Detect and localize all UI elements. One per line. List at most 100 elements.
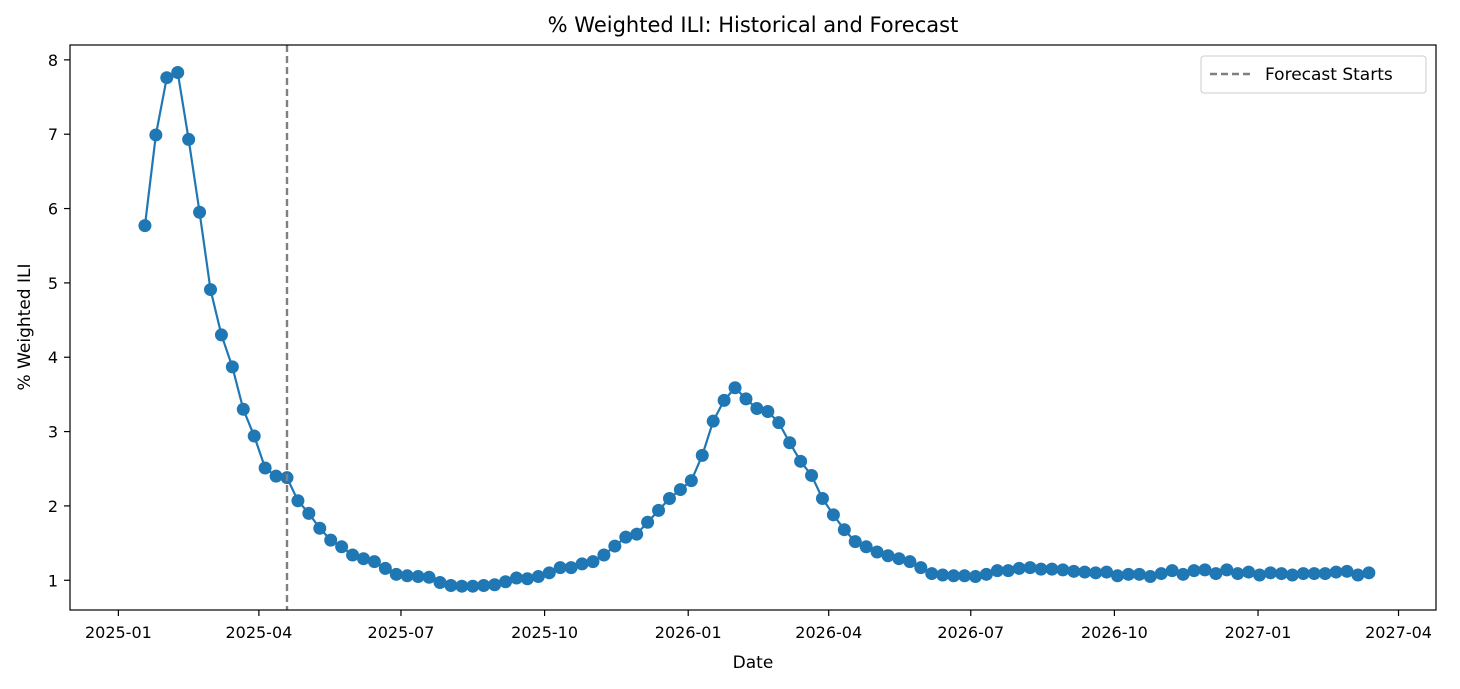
data-point bbox=[739, 392, 753, 406]
x-tick-label: 2025-04 bbox=[225, 623, 292, 642]
data-point bbox=[553, 561, 567, 575]
data-point bbox=[586, 555, 600, 569]
x-axis-label: Date bbox=[733, 653, 774, 673]
data-point bbox=[335, 540, 349, 554]
data-point bbox=[1056, 563, 1070, 577]
data-point bbox=[1121, 567, 1135, 581]
y-tick-label: 8 bbox=[48, 51, 58, 70]
data-point bbox=[138, 219, 152, 233]
data-point bbox=[1143, 570, 1157, 584]
data-point bbox=[367, 555, 381, 569]
data-point bbox=[706, 414, 720, 428]
data-point bbox=[225, 360, 239, 374]
data-point bbox=[400, 569, 414, 583]
y-axis-label: % Weighted ILI bbox=[15, 264, 35, 391]
data-point bbox=[652, 503, 666, 517]
data-point bbox=[684, 474, 698, 488]
data-point bbox=[520, 572, 534, 586]
data-point bbox=[1078, 565, 1092, 579]
legend-forecast-label: Forecast Starts bbox=[1265, 65, 1393, 85]
data-point bbox=[1307, 567, 1321, 581]
data-point bbox=[815, 491, 829, 505]
data-point bbox=[455, 579, 469, 593]
data-point bbox=[531, 570, 545, 584]
data-point bbox=[1176, 567, 1190, 581]
data-point bbox=[892, 552, 906, 566]
data-point bbox=[1220, 563, 1234, 577]
plot-area: 2025-01 2025-04 2025-07 2025-10 2026-01 2026-… bbox=[48, 45, 1432, 642]
data-point bbox=[1045, 562, 1059, 576]
legend: Forecast Starts bbox=[1200, 55, 1427, 94]
data-point bbox=[247, 429, 261, 443]
data-point bbox=[302, 506, 316, 520]
chart-title: % Weighted ILI: Historical and Forecast bbox=[548, 13, 959, 37]
data-point bbox=[859, 540, 873, 554]
data-point bbox=[837, 523, 851, 537]
y-tick-label: 4 bbox=[48, 348, 58, 367]
data-point bbox=[182, 132, 196, 146]
data-point bbox=[324, 533, 338, 547]
data-point bbox=[1296, 567, 1310, 581]
series-line bbox=[143, 71, 1370, 588]
data-point bbox=[291, 494, 305, 508]
data-point bbox=[575, 557, 589, 571]
data-point bbox=[1274, 567, 1288, 581]
data-point bbox=[444, 578, 458, 592]
x-tick-label: 2025-07 bbox=[368, 623, 435, 642]
data-point bbox=[1034, 562, 1048, 576]
data-point bbox=[466, 579, 480, 593]
data-point bbox=[695, 448, 709, 462]
data-point bbox=[1100, 565, 1114, 579]
data-point bbox=[488, 578, 502, 592]
data-point bbox=[1253, 568, 1267, 582]
y-tick-label: 7 bbox=[48, 125, 58, 144]
data-point bbox=[1198, 563, 1212, 577]
data-point bbox=[477, 578, 491, 592]
x-tick-label: 2026-07 bbox=[937, 623, 1004, 642]
data-point bbox=[1362, 566, 1376, 580]
data-point bbox=[914, 561, 928, 575]
data-point bbox=[356, 552, 370, 566]
data-point bbox=[1209, 567, 1223, 581]
data-point bbox=[936, 568, 950, 582]
data-point bbox=[630, 527, 644, 541]
data-point bbox=[509, 571, 523, 585]
data-point bbox=[1318, 567, 1332, 581]
data-point bbox=[641, 515, 655, 529]
data-point bbox=[1023, 561, 1037, 575]
legend-box bbox=[1200, 55, 1427, 94]
data-point bbox=[805, 468, 819, 482]
data-point bbox=[903, 555, 917, 569]
data-point bbox=[608, 539, 622, 553]
data-point bbox=[193, 205, 207, 219]
data-point bbox=[214, 328, 228, 342]
data-point bbox=[728, 381, 742, 395]
data-point bbox=[1340, 564, 1354, 578]
data-point bbox=[313, 521, 327, 535]
data-point bbox=[389, 567, 403, 581]
data-point bbox=[1111, 569, 1125, 583]
data-point bbox=[1329, 565, 1343, 579]
data-point bbox=[1165, 564, 1179, 578]
data-point bbox=[662, 491, 676, 505]
x-tick-label: 2027-01 bbox=[1225, 623, 1292, 642]
data-point bbox=[1089, 566, 1103, 580]
y-tick-label: 6 bbox=[48, 200, 58, 219]
x-tick-label: 2027-04 bbox=[1365, 623, 1432, 642]
data-point bbox=[958, 569, 972, 583]
data-point bbox=[1067, 564, 1081, 578]
x-tick-label: 2025-01 bbox=[85, 623, 152, 642]
data-point bbox=[499, 575, 513, 589]
y-tick-label: 1 bbox=[48, 571, 58, 590]
data-point bbox=[411, 570, 425, 584]
data-point bbox=[925, 567, 939, 581]
data-point bbox=[673, 483, 687, 497]
x-tick-label: 2025-10 bbox=[511, 623, 578, 642]
data-point bbox=[597, 548, 611, 562]
data-point bbox=[794, 454, 808, 468]
data-point bbox=[204, 283, 217, 297]
data-point bbox=[542, 566, 556, 580]
data-point bbox=[160, 71, 174, 85]
y-tick-label: 5 bbox=[48, 274, 58, 293]
